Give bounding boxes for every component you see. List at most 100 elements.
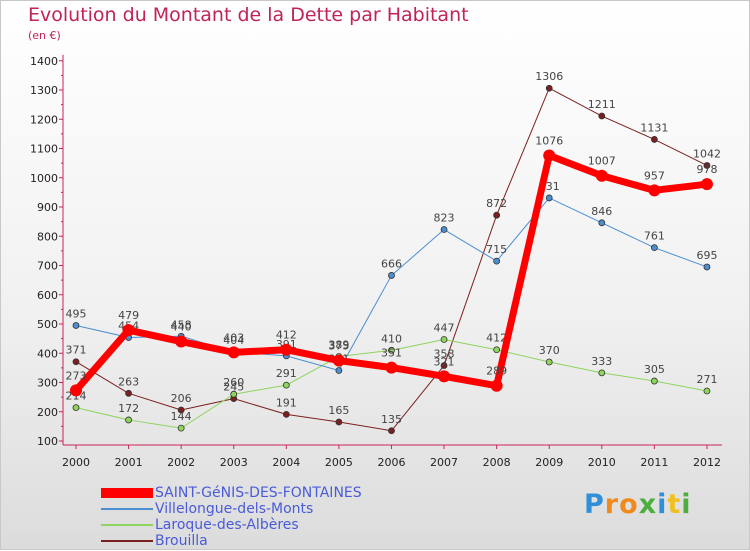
data-label: 333 bbox=[591, 355, 612, 368]
data-label: 370 bbox=[539, 344, 560, 357]
data-label: 245 bbox=[223, 381, 244, 394]
data-point bbox=[385, 361, 398, 374]
y-tick-label: 600 bbox=[37, 289, 58, 302]
data-point bbox=[335, 418, 343, 426]
data-point bbox=[72, 322, 80, 329]
data-label: 321 bbox=[434, 355, 455, 368]
x-tick-label: 2004 bbox=[272, 456, 300, 469]
data-point bbox=[388, 427, 395, 435]
y-tick-label: 700 bbox=[37, 260, 58, 273]
data-label: 495 bbox=[66, 307, 87, 320]
data-point bbox=[598, 219, 606, 227]
data-label: 823 bbox=[434, 212, 455, 225]
data-point bbox=[125, 416, 132, 424]
y-tick-label: 1300 bbox=[30, 84, 58, 97]
data-label: 447 bbox=[434, 322, 455, 335]
data-point bbox=[125, 389, 132, 397]
data-label: 1007 bbox=[588, 155, 616, 168]
data-point bbox=[388, 346, 395, 354]
legend-swatch bbox=[101, 488, 153, 498]
y-tick-label: 1400 bbox=[30, 55, 58, 68]
data-point bbox=[703, 387, 711, 395]
legend-label: SAINT-GéNIS-DES-FONTAINES bbox=[155, 485, 362, 501]
logo-letter: x bbox=[638, 489, 658, 520]
y-tick-label: 1200 bbox=[30, 113, 58, 126]
data-label: 375 bbox=[328, 340, 349, 353]
data-label: 666 bbox=[381, 257, 402, 270]
chart-subtitle: (en €) bbox=[28, 29, 61, 42]
data-label: 358 bbox=[434, 348, 455, 361]
data-point bbox=[545, 84, 553, 92]
x-tick-label: 2010 bbox=[588, 456, 616, 469]
data-point bbox=[440, 336, 448, 343]
data-label: 260 bbox=[223, 376, 244, 389]
data-point bbox=[545, 358, 553, 366]
data-point bbox=[598, 112, 606, 120]
data-point bbox=[332, 354, 345, 367]
data-label: 289 bbox=[486, 365, 507, 378]
legend-label: Laroque-des-Albères bbox=[155, 517, 299, 533]
logo-letter: i bbox=[681, 489, 692, 520]
x-tick-label: 2003 bbox=[220, 456, 248, 469]
legend-label: Villelongue-dels-Monts bbox=[155, 501, 314, 517]
data-label: 263 bbox=[118, 375, 139, 388]
legend-label: Brouilla bbox=[155, 533, 208, 549]
data-label: 1306 bbox=[535, 70, 563, 83]
data-point bbox=[650, 136, 658, 143]
y-tick-label: 1100 bbox=[30, 143, 58, 156]
y-tick-label: 100 bbox=[37, 435, 58, 448]
data-label: 846 bbox=[591, 205, 612, 218]
legend-swatch bbox=[101, 508, 153, 510]
chart-title: Evolution du Montant de la Dette par Hab… bbox=[28, 4, 469, 26]
data-point bbox=[282, 381, 290, 389]
data-label: 172 bbox=[118, 402, 139, 415]
data-point bbox=[700, 178, 713, 191]
logo-letter: o bbox=[619, 489, 639, 520]
proxiti-logo: Proxiti bbox=[584, 489, 692, 520]
data-label: 351 bbox=[381, 347, 402, 360]
data-label: 1211 bbox=[588, 98, 616, 111]
data-label: 872 bbox=[486, 197, 507, 210]
data-point bbox=[72, 358, 80, 366]
data-label: 412 bbox=[486, 332, 507, 345]
y-tick-label: 200 bbox=[37, 406, 58, 419]
y-tick-label: 900 bbox=[37, 201, 58, 214]
x-tick-label: 2007 bbox=[430, 456, 458, 469]
data-label: 191 bbox=[276, 396, 297, 409]
data-point bbox=[493, 346, 501, 354]
data-label: 957 bbox=[644, 169, 665, 182]
data-label: 165 bbox=[328, 404, 349, 417]
data-label: 135 bbox=[381, 413, 402, 426]
data-label: 761 bbox=[644, 230, 665, 243]
logo-letter: i bbox=[657, 489, 668, 520]
data-point bbox=[282, 410, 290, 418]
logo-letter: r bbox=[604, 489, 620, 520]
x-tick-label: 2002 bbox=[167, 456, 195, 469]
y-tick-label: 400 bbox=[37, 347, 58, 360]
data-point bbox=[598, 369, 606, 377]
data-point bbox=[650, 244, 658, 252]
data-label: 389 bbox=[328, 338, 349, 351]
data-point bbox=[438, 370, 451, 383]
data-label: 695 bbox=[696, 249, 717, 262]
y-tick-label: 1000 bbox=[30, 172, 58, 185]
logo-letter: P bbox=[584, 489, 605, 520]
data-label: 412 bbox=[276, 329, 297, 342]
data-point bbox=[335, 367, 343, 374]
data-label: 403 bbox=[223, 331, 244, 344]
data-label: 440 bbox=[171, 321, 192, 334]
data-point bbox=[388, 272, 395, 279]
x-tick-label: 2011 bbox=[640, 456, 668, 469]
data-point bbox=[595, 169, 608, 182]
data-point bbox=[703, 162, 711, 169]
x-tick-label: 2000 bbox=[62, 456, 90, 469]
data-point bbox=[122, 324, 135, 337]
data-label: 1042 bbox=[693, 147, 721, 160]
data-point bbox=[650, 377, 658, 385]
data-label: 144 bbox=[171, 410, 192, 423]
x-tick-label: 2008 bbox=[483, 456, 511, 469]
data-label: 404 bbox=[223, 334, 244, 347]
logo-letter: t bbox=[667, 489, 682, 520]
data-point bbox=[543, 149, 556, 162]
